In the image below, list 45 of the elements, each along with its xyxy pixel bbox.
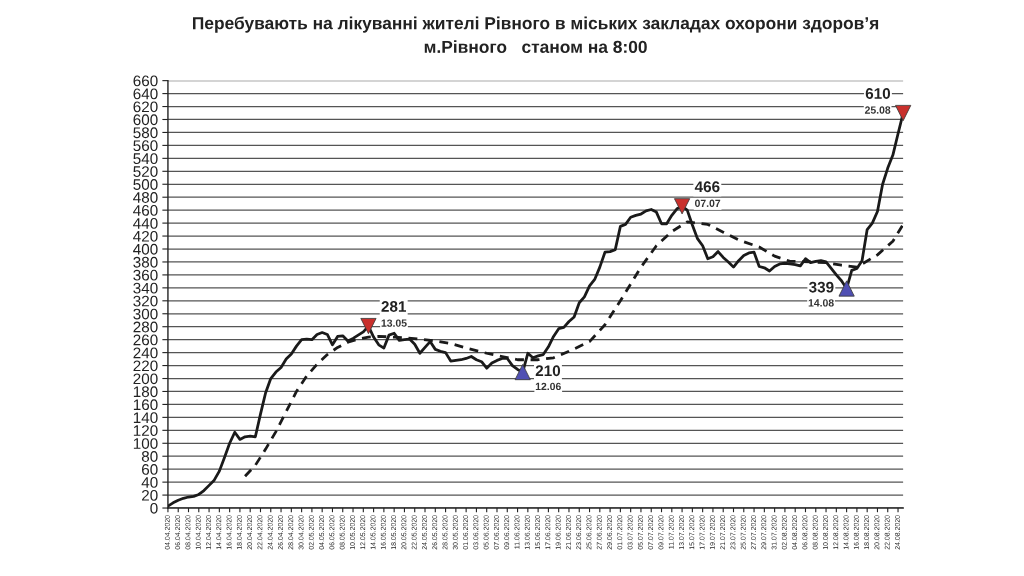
y-tick-label: 0 [150, 502, 158, 514]
y-tick-label: 640 [133, 88, 158, 100]
y-tick-label: 380 [133, 256, 158, 268]
y-tick-label: 360 [133, 269, 158, 281]
annotation: 14.08 [808, 299, 834, 307]
chart-title: Перебувають на лікуванні жителі Рівного в міських закладах охорони здоров’я м.Рівного станом на 8:00 [193, 16, 879, 54]
y-tick-label: 160 [133, 399, 158, 411]
data-label: 210 [535, 365, 561, 377]
y-tick-label: 440 [133, 217, 158, 229]
y-tick-label: 600 [133, 114, 158, 126]
y-tick-label: 400 [133, 243, 158, 255]
y-tick-label: 460 [133, 205, 158, 216]
y-tick-label: 540 [133, 153, 158, 165]
y-tick-label: 620 [133, 101, 158, 113]
y-tick-label: 120 [133, 425, 158, 437]
annotation: 13.05 [381, 319, 407, 327]
y-tick-label: 60 [142, 464, 158, 475]
y-tick-label: 660 [133, 75, 158, 87]
y-tick-label: 200 [133, 373, 158, 385]
y-tick-label: 20 [141, 489, 158, 501]
y-tick-label: 520 [133, 166, 158, 177]
y-tick-label: 280 [133, 321, 158, 333]
y-tick-label: 300 [133, 308, 158, 320]
y-tick-label: 260 [133, 334, 158, 346]
annotation: 12.06 [535, 382, 561, 391]
y-tick-label: 80 [141, 451, 158, 462]
y-tick-label: 180 [133, 386, 158, 398]
y-tick-label: 140 [133, 412, 158, 424]
y-tick-label: 100 [133, 438, 158, 449]
y-tick-label: 240 [133, 347, 158, 359]
y-tick-label: 420 [133, 230, 158, 242]
y-tick-label: 220 [133, 360, 158, 372]
y-tick-label: 500 [133, 179, 158, 190]
y-tick-label: 40 [141, 477, 158, 488]
y-tick-label: 320 [133, 295, 158, 307]
y-tick-label: 340 [133, 282, 158, 294]
data-label: 466 [694, 181, 720, 193]
y-tick-label: 480 [133, 192, 158, 203]
y-tick-label: 580 [133, 127, 158, 139]
annotation: 07.07 [695, 199, 721, 207]
data-label: 339 [808, 281, 834, 293]
y-tick-label: 560 [133, 140, 158, 152]
data-label: 281 [381, 301, 407, 312]
data-label: 610 [865, 88, 891, 99]
annotation: 25.08 [864, 106, 891, 114]
